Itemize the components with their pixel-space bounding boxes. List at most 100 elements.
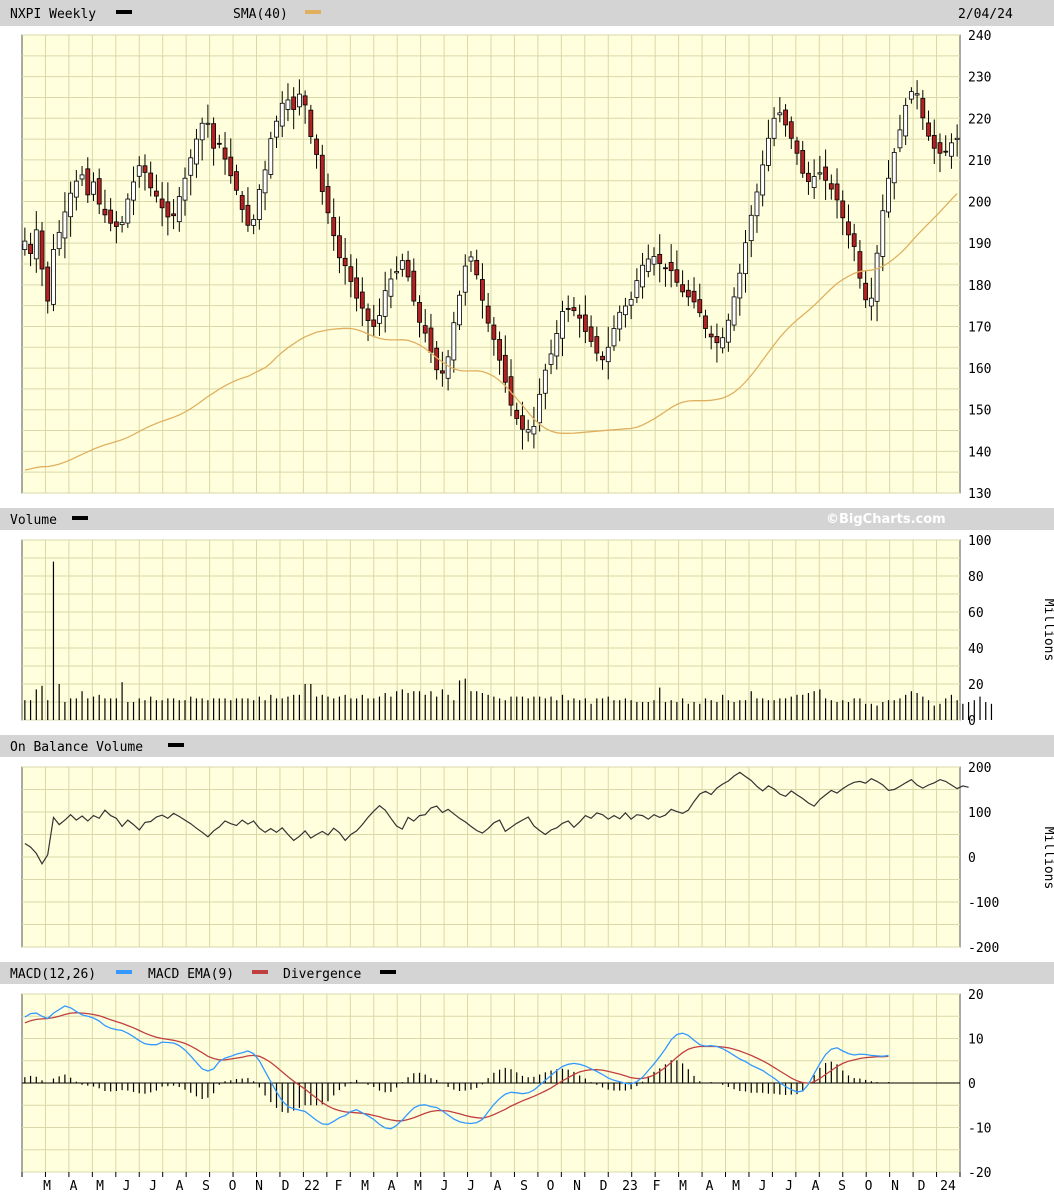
candle-body <box>325 186 331 214</box>
candle-body <box>382 290 388 317</box>
candle-body <box>914 93 920 96</box>
candle-body <box>880 210 886 257</box>
candle-body <box>399 260 405 270</box>
candle-body <box>377 315 382 324</box>
candle-body <box>634 280 640 298</box>
y-tick-label: 130 <box>968 487 991 502</box>
candle-body <box>640 264 645 288</box>
sma-legend-label: SMA(40) <box>233 7 288 22</box>
candle-body <box>748 214 754 242</box>
candle-body <box>422 325 428 334</box>
candle-body <box>337 235 342 259</box>
obv-legend-swatch <box>168 743 184 747</box>
candle-body <box>663 267 668 270</box>
candle-body <box>537 393 543 424</box>
x-month-label: A <box>706 1179 714 1194</box>
candle-body <box>868 297 874 307</box>
candle-body <box>891 152 897 184</box>
x-month-label: O <box>865 1179 873 1194</box>
candle-body <box>171 213 176 217</box>
candle-body <box>840 200 846 219</box>
y-tick-label: 10 <box>968 1033 984 1048</box>
candle-body <box>703 315 708 329</box>
candle-body <box>765 137 771 166</box>
macd-legend-swatch <box>116 970 132 974</box>
obv-unit-label: Millions <box>1041 827 1054 890</box>
candle-body <box>411 270 417 302</box>
candle-body <box>582 314 588 332</box>
candle-body <box>542 369 548 394</box>
x-month-label: M <box>679 1179 687 1194</box>
volume-unit-label: Millions <box>1041 599 1054 662</box>
candle-body <box>645 258 651 272</box>
candle-body <box>731 296 737 326</box>
candle-body <box>531 425 537 435</box>
candle-body <box>33 229 39 260</box>
candle-body <box>394 271 400 274</box>
candle-body <box>96 178 102 205</box>
y-tick-label: 180 <box>968 279 991 294</box>
x-month-label: F <box>653 1179 661 1194</box>
candle-body <box>348 266 354 282</box>
x-month-label: D <box>600 1179 608 1194</box>
x-month-label: M <box>96 1179 104 1194</box>
candle-body <box>708 333 714 338</box>
candle-body <box>548 353 554 365</box>
obv-title: On Balance Volume <box>10 740 143 755</box>
candle-body <box>823 166 828 181</box>
macd-line <box>24 1005 889 1130</box>
candle-body <box>417 302 422 323</box>
y-tick-label: 140 <box>968 445 991 460</box>
macd-title: MACD(12,26) <box>10 967 96 982</box>
x-month-label: A <box>812 1179 820 1194</box>
y-tick-label: 40 <box>968 642 984 657</box>
candle-body <box>154 190 159 197</box>
candle-body <box>445 356 451 379</box>
candle-body <box>428 327 434 353</box>
candle-body <box>462 265 468 293</box>
candle-body <box>651 256 657 265</box>
x-month-label: N <box>573 1179 581 1194</box>
x-month-label: M <box>732 1179 740 1194</box>
candle-body <box>886 177 891 213</box>
x-month-label: J <box>149 1179 157 1194</box>
macd-ema-line <box>24 1012 889 1122</box>
candle-body <box>457 294 462 326</box>
candle-body <box>262 169 268 194</box>
candle-body <box>926 122 931 137</box>
y-tick-label: -20 <box>968 1166 991 1181</box>
macd-header-bar <box>0 962 1054 984</box>
obv-header-bar <box>0 735 1054 757</box>
x-month-label: J <box>441 1179 449 1194</box>
candle-body <box>560 311 565 339</box>
candle-body <box>714 336 720 344</box>
candle-body <box>239 195 245 210</box>
x-month-label: 22 <box>304 1179 320 1194</box>
candle-body <box>811 176 817 188</box>
candle-body <box>142 165 148 173</box>
x-month-label: J <box>467 1179 475 1194</box>
y-tick-label: 0 <box>968 851 976 866</box>
candle-body <box>737 272 743 299</box>
x-month-label: J <box>785 1179 793 1194</box>
x-month-label: A <box>388 1179 396 1194</box>
candle-body <box>502 354 508 383</box>
volume-legend-swatch <box>72 516 88 520</box>
x-month-label: N <box>255 1179 263 1194</box>
candle-body <box>851 233 857 247</box>
candle-body <box>771 117 777 139</box>
candle-body <box>725 319 731 343</box>
candle-body <box>216 142 222 145</box>
y-tick-label: 80 <box>968 570 984 585</box>
y-tick-label: 20 <box>968 988 984 1003</box>
candle-body <box>680 284 686 293</box>
candle-body <box>148 172 154 189</box>
candle-body <box>136 165 142 177</box>
y-tick-label: 160 <box>968 362 991 377</box>
candle-body <box>73 180 79 198</box>
candle-body <box>468 256 474 262</box>
macd-ema-title: MACD EMA(9) <box>148 967 234 982</box>
sma-40-line <box>24 193 958 471</box>
candle-body <box>600 355 605 361</box>
